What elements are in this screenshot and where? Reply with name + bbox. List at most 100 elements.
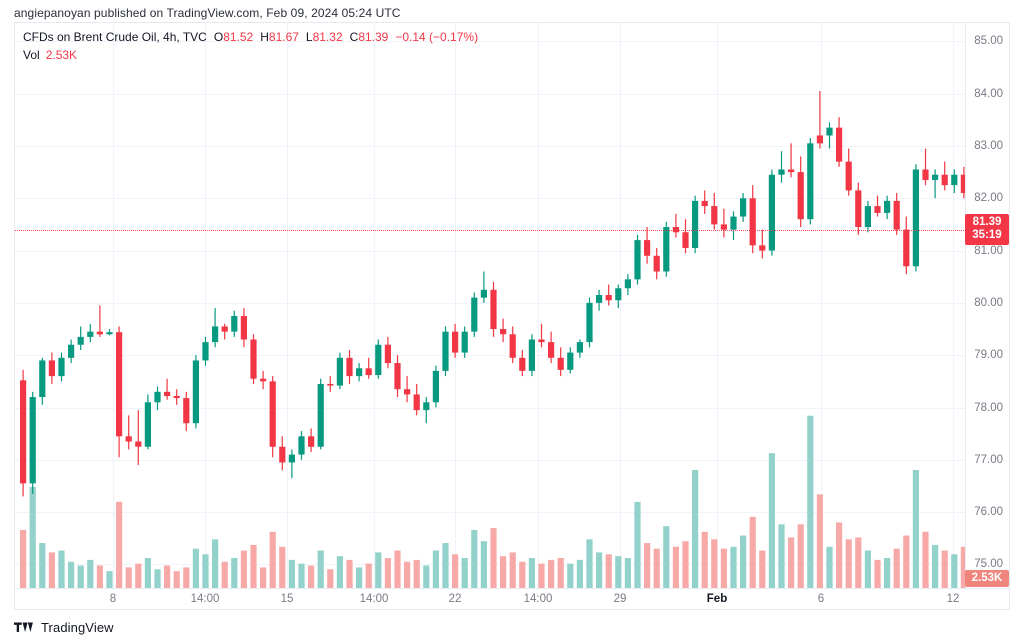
candle-body: [567, 352, 574, 370]
volume-bar: [154, 569, 161, 588]
gridline-horizontal: [15, 407, 966, 409]
candle-body: [960, 174, 966, 194]
price-tick-label: 76.00: [974, 506, 1003, 519]
volume-bar: [605, 554, 612, 588]
candle-body: [144, 402, 151, 447]
volume-bar: [308, 565, 315, 588]
candle-body: [346, 357, 353, 377]
current-price-line: [15, 230, 966, 232]
volume-bar: [730, 546, 737, 588]
volume-bar: [519, 561, 526, 588]
tradingview-footer: TradingView: [14, 620, 114, 635]
candle-body: [500, 329, 507, 335]
volume-bar: [461, 558, 468, 588]
price-axis[interactable]: 85.00 84.00 83.00 82.00 81.00 80.00 79.00 78.00…: [965, 23, 1009, 588]
candle-body: [394, 363, 401, 390]
candle-body: [816, 135, 823, 144]
price-tick-label: 75.00: [974, 558, 1003, 571]
volume-bar: [260, 567, 267, 588]
candle-body: [221, 326, 228, 332]
volume-bar: [221, 561, 228, 588]
current-volume-badge[interactable]: 2.53K: [965, 570, 1009, 587]
gridline-vertical: [287, 23, 288, 588]
volume-bar: [692, 469, 699, 588]
volume-bar: [816, 494, 823, 588]
volume-bar: [384, 558, 391, 588]
candle-body: [164, 391, 171, 397]
volume-bar: [356, 567, 363, 588]
chart-frame: CFDs on Brent Crude Oil, 4h, TVC O 81.52…: [14, 22, 1010, 610]
volume-bar: [740, 535, 747, 588]
gridline-vertical: [374, 23, 375, 588]
plot-area[interactable]: CFDs on Brent Crude Oil, 4h, TVC O 81.52…: [15, 23, 966, 588]
gridline-horizontal: [15, 459, 966, 461]
gridline-horizontal: [15, 250, 966, 252]
candle-body: [231, 315, 238, 332]
candle-body: [548, 342, 555, 358]
candle-body: [903, 229, 910, 267]
candle-body: [826, 127, 833, 136]
price-tick-label: 77.00: [974, 453, 1003, 466]
candle-body: [855, 190, 862, 228]
candle-body: [20, 380, 27, 484]
candle-wick: [780, 151, 783, 183]
candle-body: [298, 436, 305, 455]
gridline-vertical: [821, 23, 822, 588]
price-tick-label: 79.00: [974, 349, 1003, 362]
volume-bar: [874, 559, 881, 588]
price-tick-label: 78.00: [974, 401, 1003, 414]
candle-body: [480, 289, 487, 298]
time-axis[interactable]: 8 14:00 15 14:00 22 14:00 29 Feb 6 12: [15, 588, 1009, 609]
candle-body: [682, 232, 689, 248]
candle-body: [29, 397, 36, 484]
volume-bar: [20, 529, 27, 588]
candle-body: [634, 240, 641, 280]
candle-wick: [723, 208, 725, 238]
candle-body: [212, 326, 219, 343]
candle-body: [605, 295, 612, 301]
volume-bar: [797, 524, 804, 588]
volume-bar: [845, 539, 852, 588]
gridline-vertical: [455, 23, 456, 588]
volume-bar: [288, 559, 295, 588]
candle-wick: [761, 229, 763, 259]
candle-body: [528, 339, 535, 371]
volume-bar: [634, 501, 641, 588]
volume-bar: [29, 486, 36, 588]
volume-bar: [87, 559, 94, 588]
volume-bar: [183, 567, 190, 588]
candle-body: [173, 396, 180, 399]
candle-body: [452, 331, 459, 353]
candle-body: [192, 360, 199, 424]
candle-body: [749, 198, 756, 246]
candle-body: [116, 332, 123, 437]
attribution-text: angiepanoyan published on TradingView.co…: [14, 6, 401, 20]
candle-body: [864, 206, 871, 228]
candle-body: [471, 297, 478, 332]
current-price-badge[interactable]: 81.39 35:19: [965, 214, 1009, 246]
candle-body: [135, 441, 142, 447]
gridline-vertical: [205, 23, 206, 588]
volume-bar: [48, 552, 55, 588]
volume-bar: [298, 563, 305, 588]
volume-bar: [672, 546, 679, 588]
volume-bar: [912, 469, 919, 588]
volume-bar: [394, 550, 401, 588]
volume-bar: [500, 556, 507, 588]
volume-bar: [471, 529, 478, 588]
volume-bar: [567, 563, 574, 588]
candle-body: [759, 245, 766, 251]
time-tick-label: 14:00: [359, 593, 389, 605]
volume-bar: [164, 565, 171, 588]
volume-bar: [240, 550, 247, 588]
volume-bar: [759, 550, 766, 588]
candle-body: [336, 357, 343, 386]
time-tick-label: Feb: [706, 593, 728, 605]
candle-body: [711, 206, 718, 225]
candle-body: [365, 368, 372, 376]
gridline-horizontal: [15, 512, 966, 514]
volume-bar: [884, 558, 891, 588]
volume-bar: [836, 522, 843, 588]
candle-body: [461, 331, 468, 353]
candle-wick: [483, 271, 485, 303]
